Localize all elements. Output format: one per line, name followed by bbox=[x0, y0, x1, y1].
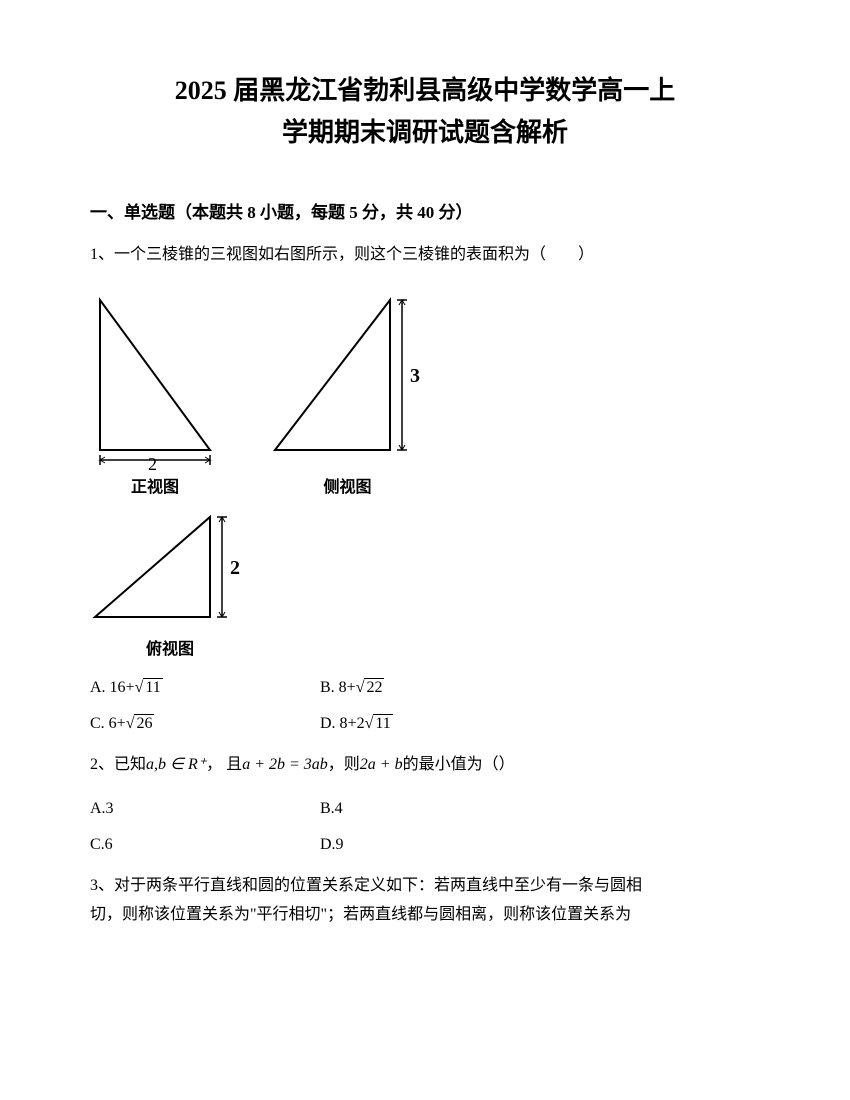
q2-prefix: 2、已知 bbox=[90, 756, 146, 773]
top-view-item: 2 俯视图 bbox=[90, 507, 250, 659]
question-2-text: 2、已知a,b ∈ R⁺， 且a + 2b = 3ab，则2a + b的最小值为… bbox=[90, 751, 760, 780]
question-1-text: 1、一个三棱锥的三视图如右图所示，则这个三棱锥的表面积为（ ） bbox=[90, 241, 760, 270]
q2-suffix: 的最小值为（） bbox=[403, 756, 515, 773]
diagram-row-2: 2 俯视图 bbox=[90, 507, 760, 659]
side-height-label: 3 bbox=[410, 365, 420, 387]
q1-option-d: D. 8+2 11 bbox=[320, 715, 550, 733]
front-view-label: 正视图 bbox=[131, 473, 179, 497]
q1-a-sqrt: 11 bbox=[143, 678, 162, 696]
q2-option-d: D.9 bbox=[320, 836, 550, 854]
q2-option-a: A.3 bbox=[90, 800, 320, 818]
q2-option-c: C.6 bbox=[90, 836, 320, 854]
q1-b-sqrt: 22 bbox=[364, 678, 384, 696]
top-view-label: 俯视图 bbox=[146, 635, 194, 659]
q3-line2: 切，则称该位置关系为"平行相切"；若两直线都与圆相离，则称该位置关系为 bbox=[90, 901, 760, 930]
q2-math1: a,b ∈ R⁺ bbox=[146, 756, 206, 773]
diagram-row-1: 2 正视图 3 侧视图 bbox=[90, 290, 760, 497]
front-width-label: 2 bbox=[148, 454, 157, 470]
exam-title: 2025 届黑龙江省勃利县高级中学数学高一上 学期期末调研试题含解析 bbox=[90, 70, 760, 153]
q2-options-row-2: C.6 D.9 bbox=[90, 836, 760, 854]
top-height-label: 2 bbox=[230, 557, 240, 579]
top-view-diagram: 2 bbox=[90, 507, 250, 632]
title-line-2: 学期期末调研试题含解析 bbox=[90, 112, 760, 154]
q1-b-prefix: B. 8+ bbox=[320, 679, 356, 696]
q1-d-prefix: D. 8+2 bbox=[320, 715, 365, 732]
q1-c-prefix: C. 6+ bbox=[90, 715, 126, 732]
q1-options-row-1: A. 16+ 11 B. 8+ 22 bbox=[90, 679, 760, 697]
q2-options-row-1: A.3 B.4 bbox=[90, 800, 760, 818]
front-view-item: 2 正视图 bbox=[90, 290, 220, 497]
q2-math2: a + 2b = 3ab bbox=[242, 756, 328, 773]
q1-c-sqrt: 26 bbox=[134, 714, 154, 732]
q2-mid2: ，则 bbox=[328, 756, 360, 773]
diagram-container: 2 正视图 3 侧视图 bbox=[90, 290, 760, 659]
q1-option-b: B. 8+ 22 bbox=[320, 679, 550, 697]
q1-a-prefix: A. 16+ bbox=[90, 679, 135, 696]
q1-options-row-2: C. 6+ 26 D. 8+2 11 bbox=[90, 715, 760, 733]
q2-option-b: B.4 bbox=[320, 800, 550, 818]
q3-line1: 3、对于两条平行直线和圆的位置关系定义如下：若两直线中至少有一条与圆相 bbox=[90, 872, 760, 901]
q2-mid1: ， 且 bbox=[206, 756, 242, 773]
question-3-text: 3、对于两条平行直线和圆的位置关系定义如下：若两直线中至少有一条与圆相 切，则称… bbox=[90, 872, 760, 930]
side-view-label: 侧视图 bbox=[323, 473, 371, 497]
front-view-diagram: 2 bbox=[90, 290, 220, 470]
title-line-1: 2025 届黑龙江省勃利县高级中学数学高一上 bbox=[90, 70, 760, 112]
side-view-diagram: 3 bbox=[270, 290, 425, 470]
q1-option-a: A. 16+ 11 bbox=[90, 679, 320, 697]
q1-option-c: C. 6+ 26 bbox=[90, 715, 320, 733]
side-view-item: 3 侧视图 bbox=[270, 290, 425, 497]
section-1-header: 一、单选题（本题共 8 小题，每题 5 分，共 40 分） bbox=[90, 198, 760, 223]
q1-d-sqrt: 11 bbox=[373, 714, 392, 732]
q2-math3: 2a + b bbox=[360, 756, 403, 773]
